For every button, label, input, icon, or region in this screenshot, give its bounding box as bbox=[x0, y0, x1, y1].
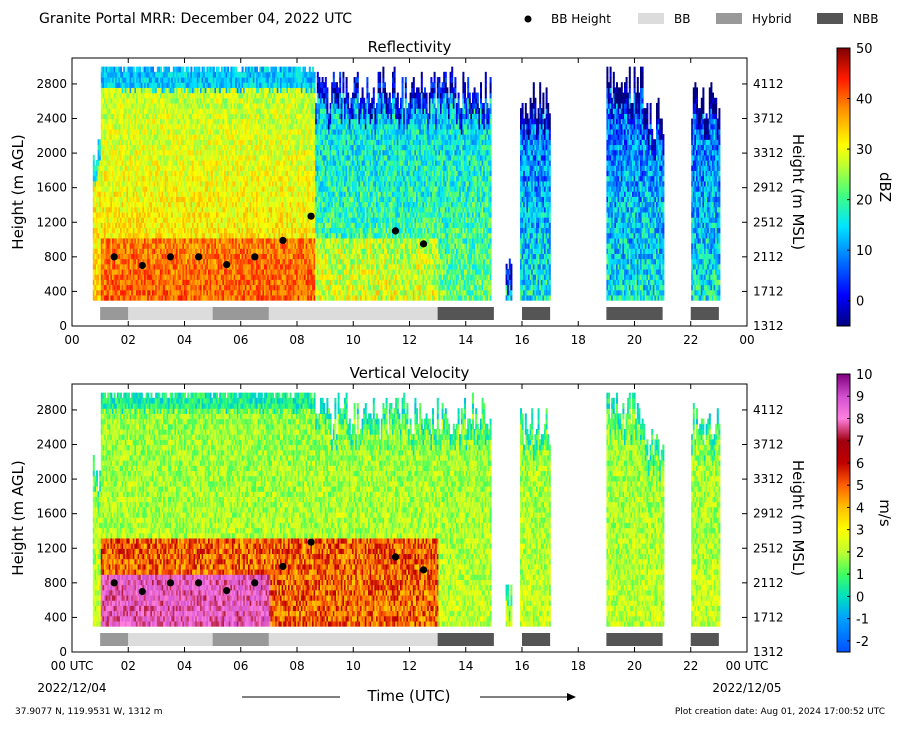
field-cell bbox=[256, 67, 258, 73]
field-cell bbox=[198, 67, 200, 73]
legend-label: Hybrid bbox=[752, 12, 792, 26]
mrr-figure: Granite Portal MRR: December 04, 2022 UT… bbox=[0, 0, 900, 725]
field-cell bbox=[190, 67, 192, 73]
field-cell bbox=[93, 155, 95, 161]
field-cell bbox=[160, 67, 162, 73]
field-cell bbox=[187, 67, 189, 73]
field-cell bbox=[267, 67, 269, 73]
legend-label: BB Height bbox=[551, 12, 611, 26]
data-field bbox=[93, 67, 721, 301]
field-cell bbox=[168, 67, 170, 73]
legend-swatch-nbb bbox=[817, 13, 843, 24]
legend: BB Height BB Hybrid NBB bbox=[525, 12, 879, 26]
field-cell bbox=[152, 67, 154, 73]
field-cell bbox=[242, 67, 244, 73]
field-cell bbox=[120, 67, 122, 73]
field-cell bbox=[93, 160, 95, 166]
field-cell bbox=[203, 67, 205, 73]
field-cell bbox=[213, 67, 215, 73]
field-cell bbox=[182, 67, 184, 73]
panel-title: Reflectivity bbox=[368, 38, 452, 56]
field-cell bbox=[139, 67, 141, 73]
figure-title: Granite Portal MRR: December 04, 2022 UT… bbox=[39, 11, 352, 27]
field-cell bbox=[227, 67, 229, 73]
field-cell bbox=[133, 67, 135, 73]
field-cell bbox=[123, 67, 125, 73]
field-cell bbox=[218, 67, 220, 73]
legend-bb-height-marker bbox=[525, 16, 532, 23]
legend-label: BB bbox=[674, 12, 690, 26]
legend-label: NBB bbox=[853, 12, 878, 26]
legend-swatch-bb bbox=[638, 13, 664, 24]
legend-swatch-hybrid bbox=[716, 13, 742, 24]
field-cell bbox=[235, 67, 237, 73]
